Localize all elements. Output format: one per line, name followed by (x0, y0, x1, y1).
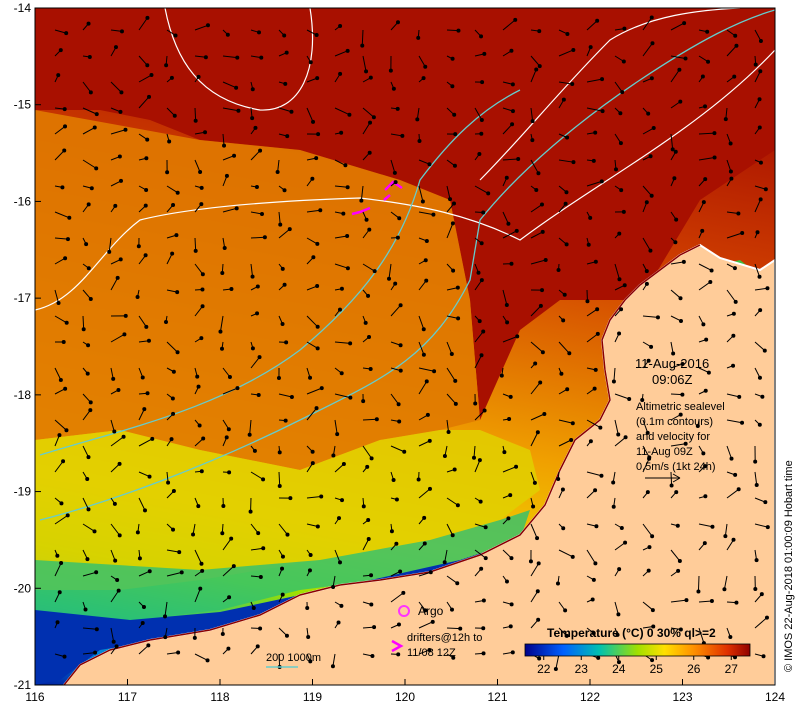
y-tick-label: -19 (14, 485, 32, 499)
colorbar-tick-label: 26 (687, 662, 701, 676)
colorbar-title: Temperature (°C) 0 30% ql>=2 (547, 626, 716, 640)
warm-water-region (35, 8, 775, 420)
colorbar (524, 643, 751, 657)
coastal-outline (63, 244, 701, 685)
yellow-band (35, 430, 540, 590)
altimetry-line-3: and velocity for (636, 431, 710, 443)
bathymetry-1000m (39, 89, 521, 456)
colorbar-tick-label: 23 (575, 662, 589, 676)
y-tick-label: -18 (14, 388, 32, 402)
scale-arrow (645, 473, 681, 483)
y-axis: -14 -15 -16 -17 -18 -19 -20 -21 (14, 1, 41, 692)
sealevel-contour (479, 8, 741, 181)
date-label: 11-Aug-2016 (635, 356, 709, 371)
colorbar-ticks: 22 23 24 25 26 27 (537, 656, 738, 676)
y-tick-label: -14 (14, 1, 32, 15)
y-tick-label: -16 (14, 194, 32, 208)
drifter-legend-icon (391, 639, 404, 653)
colorbar-tick-label: 25 (650, 662, 664, 676)
x-axis: 116 117 118 119 120 121 122 123 124 (25, 679, 785, 704)
green-band (35, 510, 530, 620)
sealevel-contour (164, 8, 314, 111)
altimetry-line-5: 0.5m/s (1kt 24h) (636, 461, 715, 473)
colorbar-tick-label: 27 (725, 662, 739, 676)
drifter-label-1: drifters@12h to (407, 632, 482, 644)
x-tick-label: 117 (118, 690, 137, 704)
altimetry-line-1: Altimetric sealevel (636, 401, 725, 413)
orange-band (35, 110, 480, 470)
credit-text: © IMOS 22-Aug-2018 01:00:09 Hobart time (783, 460, 795, 672)
x-tick-label: 118 (210, 690, 229, 704)
x-tick-label: 124 (765, 690, 785, 704)
bathymetry-legend-label: 200 1000m (266, 652, 321, 664)
y-tick-label: -17 (14, 291, 32, 305)
x-tick-label: 116 (25, 690, 44, 704)
x-tick-label: 119 (303, 690, 322, 704)
y-tick-label: -20 (14, 581, 32, 595)
x-tick-label: 120 (395, 690, 415, 704)
drifter-label-2: 11/08 12Z (407, 647, 456, 659)
velocity-arrows (54, 15, 770, 672)
colorbar-tick-label: 22 (537, 662, 551, 676)
argo-marker (398, 605, 410, 617)
drifter-track (351, 180, 403, 216)
sealevel-contour (35, 49, 775, 311)
argo-label: Argo (418, 604, 444, 618)
y-tick-label: -21 (14, 678, 32, 692)
x-tick-label: 123 (672, 690, 692, 704)
y-tick-label: -15 (14, 98, 32, 112)
time-label: 09:06Z (652, 372, 693, 387)
altimetry-line-2: (0.1m contours) (636, 416, 713, 428)
x-tick-label: 121 (487, 690, 507, 704)
x-tick-label: 122 (580, 690, 600, 704)
altimetry-line-4: 11-Aug 09Z (636, 446, 693, 458)
colorbar-tick-label: 24 (612, 662, 626, 676)
bathymetry-200m (39, 9, 775, 521)
